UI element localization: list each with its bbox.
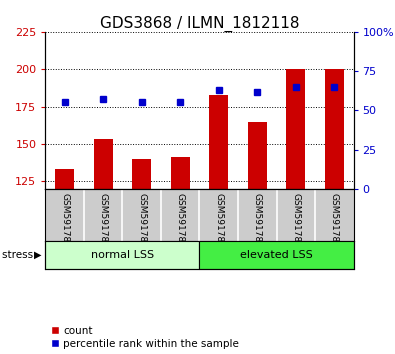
Bar [199,241,354,269]
Text: GSM591787: GSM591787 [291,193,300,248]
Bar [55,169,74,189]
Text: GSM591784: GSM591784 [176,193,185,248]
Text: GSM591782: GSM591782 [99,193,108,248]
Bar [325,69,344,189]
Bar [209,95,228,189]
Bar [45,241,199,269]
Text: GSM591786: GSM591786 [253,193,262,248]
Text: GSM591783: GSM591783 [137,193,146,248]
Text: elevated LSS: elevated LSS [240,250,313,260]
Text: GSM591788: GSM591788 [330,193,339,248]
Text: GSM591781: GSM591781 [60,193,69,248]
Legend: count, percentile rank within the sample: count, percentile rank within the sample [51,326,239,349]
Bar [171,158,190,189]
Text: stress: stress [2,250,36,260]
Text: GSM591785: GSM591785 [214,193,223,248]
Text: normal LSS: normal LSS [91,250,154,260]
Bar [132,159,151,189]
Bar [286,69,305,189]
Title: GDS3868 / ILMN_1812118: GDS3868 / ILMN_1812118 [100,16,299,32]
Bar [94,139,113,189]
Text: ▶: ▶ [34,250,41,260]
Bar [248,121,267,189]
